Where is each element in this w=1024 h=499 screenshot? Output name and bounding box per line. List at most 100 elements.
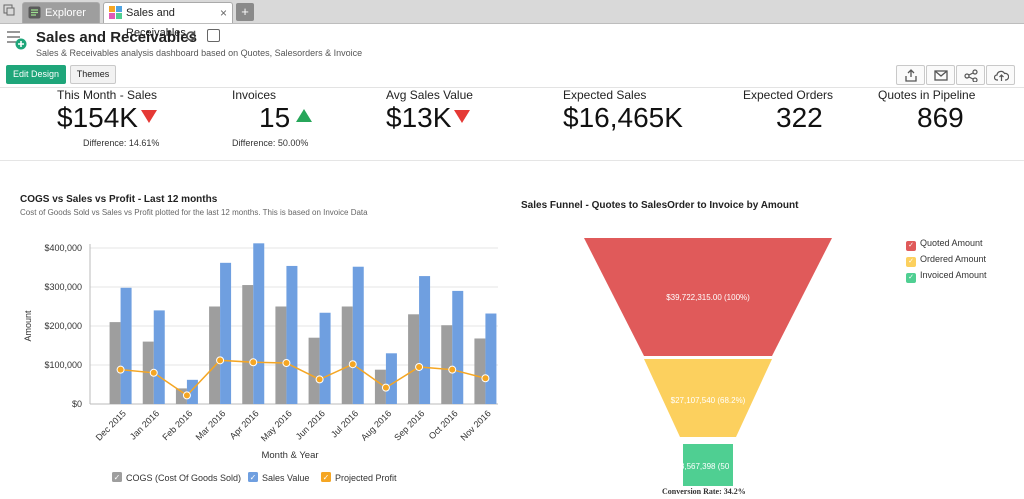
point-projected-profit [415,362,424,371]
bar-cogs [209,306,221,404]
bar-cogs [474,338,486,404]
cogs-sales-profit-chart: $0 $100,000 $200,000 $300,000 $400,000 Amount… [23,243,498,483]
kpi-this-month-sales: This Month - Sales $154K Difference: 14.… [57,88,159,148]
kpi-value: $154K [57,102,157,134]
y-axis-label: Amount [23,310,33,342]
tab-sales-and-receivables[interactable]: Sales and Receivables × [103,2,233,39]
point-projected-profit [216,356,225,365]
conversion-rate: Conversion Rate: 34.2% [662,487,746,496]
legend-ordered-amount[interactable]: ✓ Ordered Amount [906,254,986,267]
funnel-stage [644,359,772,437]
checkbox-icon [248,472,258,482]
point-projected-profit [282,359,291,368]
toolbar: Edit Design Themes [0,62,1024,88]
x-tick-label: Jul 2016 [329,408,360,439]
save-icon[interactable] [207,29,220,42]
share-icon [964,69,978,82]
legend-item[interactable]: ✓ Sales Value [248,472,309,483]
cogs-chart-title: COGS vs Sales vs Profit - Last 12 months [20,194,218,205]
y-tick-label: $400,000 [44,243,82,253]
bar-cogs [308,337,320,404]
trend-down-icon [140,110,157,123]
point-projected-profit [348,360,357,369]
export-button[interactable] [896,65,925,85]
y-tick-label: $300,000 [44,282,82,292]
cogs-chart-subtitle: Cost of Goods Sold vs Sales vs Profit pl… [20,208,368,217]
kpi-label: Expected Orders [743,88,834,102]
legend-label: Sales Value [262,473,309,483]
x-tick-label: Aug 2016 [359,408,393,442]
explorer-icon [28,6,41,19]
sales-funnel-chart: $39,722,315.00 (100%) $27,107,540 (68.2%)… [584,238,832,486]
kpi-label: Invoices [232,88,277,102]
bar-cogs [242,285,254,404]
x-tick-label: Apr 2016 [228,408,261,441]
kpi-value: $13K [386,102,471,134]
bar-cogs [408,314,420,404]
check-mark: ✓ [323,473,330,482]
tab-explorer[interactable]: Explorer [22,2,100,23]
kpi-difference: Difference: 14.61% [83,138,160,148]
y-tick-label: $100,000 [44,360,82,370]
kpi-difference: Difference: 50.00% [232,138,309,148]
bar-sales-value [419,276,431,404]
section-divider [0,160,1024,161]
x-tick-label: Nov 2016 [459,408,493,442]
x-axis-label: Month & Year [261,450,318,461]
kpi-avg-sales-value: Avg Sales Value $13K [386,88,473,133]
trend-up-icon [296,109,313,122]
y-tick-label: $0 [72,399,82,409]
bar-sales-value [452,290,464,404]
close-tab-icon[interactable]: × [219,6,227,20]
x-tick-label: Jun 2016 [294,408,327,441]
bar-cogs [109,322,121,404]
tab-bar: Explorer Sales and Receivables × + [0,0,1024,39]
x-tick-label: May 2016 [259,408,294,443]
checkbox-icon [112,472,122,482]
bar-sales-value [286,265,298,404]
bar-cogs [441,325,453,404]
legend-item[interactable]: ✓ COGS (Cost Of Goods Sold) [112,472,241,483]
bar-sales-value [385,353,397,404]
point-projected-profit [116,365,125,374]
bar-sales-value [153,310,165,404]
tab-sales-label: Sales and Receivables [126,7,186,39]
page-subtitle: Sales & Receivables analysis dashboard b… [36,48,363,58]
bar-sales-value [352,266,364,404]
kpi-invoices: Invoices 15 Difference: 50.00% [232,88,313,148]
checkbox-icon: ✓ [906,257,916,267]
funnel-chart-title: Sales Funnel - Quotes to SalesOrder to I… [521,200,799,211]
x-tick-label: Dec 2015 [94,408,128,442]
x-tick-label: Mar 2016 [194,408,228,442]
themes-button[interactable]: Themes [70,65,116,84]
point-projected-profit [149,368,158,377]
dashboard-icon [109,6,122,19]
edit-design-button[interactable]: Edit Design [6,65,66,84]
page-title: Sales and Receivables [36,29,197,46]
legend-item[interactable]: ✓ Projected Profit [321,472,397,483]
checkbox-icon: ✓ [906,241,916,251]
point-projected-profit [381,383,390,392]
refresh-icon[interactable] [185,30,197,45]
point-projected-profit [481,374,490,383]
kpi-value: $16,465K [563,102,683,133]
bar-sales-value [485,313,497,404]
bar-cogs [374,369,386,404]
add-tab-button[interactable]: + [236,3,254,21]
publish-button[interactable] [986,65,1015,85]
series-line-projected-profit [120,359,486,397]
kpi-label: Quotes in Pipeline [878,88,976,102]
email-button[interactable] [926,65,955,85]
legend-quoted-amount[interactable]: ✓ Quoted Amount [906,238,983,251]
bar-sales-value [220,262,232,404]
bar-sales-value [253,243,265,404]
kpi-value: 869 [917,102,964,133]
share-button[interactable] [956,65,985,85]
dashboard-menu-icon[interactable] [6,29,28,51]
email-icon [934,70,948,81]
check-mark: ✓ [114,473,121,482]
window-menu-icon[interactable] [3,4,17,18]
legend-invoiced-amount[interactable]: ✓ Invoiced Amount [906,270,987,283]
funnel-stage [584,238,832,356]
kpi-value: 322 [776,102,823,133]
